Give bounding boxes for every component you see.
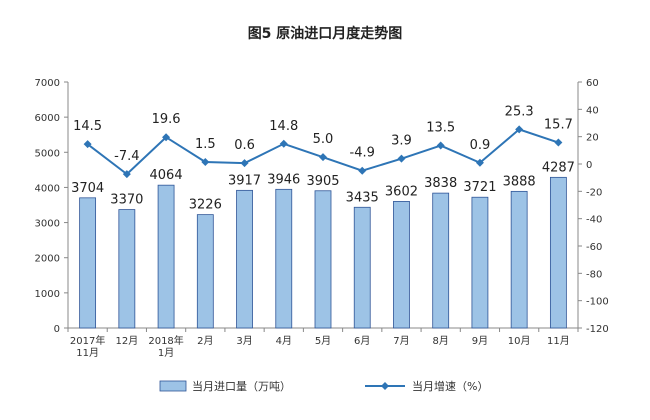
- bar-data-label: 3226: [189, 198, 222, 213]
- left-tick-label: 4000: [35, 183, 60, 194]
- bar-data-label: 3888: [503, 174, 536, 189]
- bar: [79, 197, 97, 329]
- bar: [314, 190, 332, 329]
- x-tick-label: 8月: [433, 335, 449, 347]
- bar: [549, 176, 567, 329]
- legend-bar-label: 当月进口量（万吨）: [192, 379, 291, 393]
- growth-point: [319, 153, 327, 162]
- left-tick-label: 0: [54, 324, 60, 335]
- growth-data-label: 25.3: [505, 104, 534, 119]
- growth-point: [201, 157, 210, 166]
- bar: [510, 190, 528, 329]
- bar-data-label: 3704: [71, 181, 104, 196]
- left-tick-label: 6000: [35, 113, 60, 124]
- bar: [118, 209, 136, 329]
- growth-data-label: 1.5: [195, 137, 216, 152]
- legend-line-marker: [381, 382, 389, 390]
- x-tick-label: 10月: [508, 335, 531, 347]
- growth-point: [397, 154, 406, 163]
- growth-point: [358, 166, 367, 175]
- right-tick-label: 0: [586, 160, 592, 171]
- growth-point: [240, 159, 249, 168]
- growth-point: [515, 125, 524, 134]
- chart-title: 图5 原油进口月度走势图: [248, 25, 403, 42]
- legend: 当月进口量（万吨） 当月增速（%）: [159, 379, 488, 393]
- growth-point: [475, 158, 484, 167]
- bar-data-label: 3370: [110, 193, 143, 208]
- growth-data-label: 19.6: [152, 112, 181, 127]
- left-tick-label: 7000: [35, 78, 60, 89]
- x-tick-label: 2月: [197, 335, 213, 347]
- bar-data-label: 3917: [228, 173, 261, 188]
- left-tick-label: 2000: [35, 254, 60, 265]
- growth-data-label: 15.7: [544, 118, 573, 133]
- left-tick-label: 1000: [35, 289, 60, 300]
- x-tick-label: 5月: [315, 335, 331, 347]
- right-tick-label: -60: [586, 242, 602, 253]
- growth-data-label: 0.6: [234, 138, 255, 153]
- right-tick-label: -120: [586, 324, 609, 335]
- right-tick-label: 40: [586, 105, 599, 116]
- x-tick-label: 3月: [236, 335, 252, 347]
- bar-data-label: 3946: [267, 172, 300, 187]
- bar-data-label: 4287: [542, 160, 575, 175]
- bar: [471, 196, 489, 329]
- growth-data-label: 14.5: [73, 119, 102, 134]
- right-tick-label: -20: [586, 187, 602, 198]
- growth-data-label: 3.9: [391, 134, 412, 149]
- right-tick-label: 20: [586, 133, 599, 144]
- right-tick-label: -100: [586, 297, 609, 308]
- x-tick-label: 11月: [547, 335, 570, 347]
- legend-bar-swatch: [159, 380, 187, 392]
- bar: [157, 184, 175, 329]
- growth-point: [162, 133, 171, 142]
- growth-point: [554, 138, 563, 147]
- left-tick-label: 3000: [35, 219, 60, 230]
- x-tick-label: 4月: [276, 335, 292, 347]
- bar-data-label: 3905: [306, 174, 339, 189]
- growth-point: [122, 170, 131, 179]
- bar-data-label: 3838: [424, 176, 457, 191]
- growth-data-label: -7.4: [114, 149, 139, 164]
- bar: [353, 206, 371, 329]
- bar: [196, 214, 214, 329]
- x-tick-label: 2017年 11月: [70, 334, 105, 359]
- bar: [236, 189, 253, 329]
- bar-data-label: 3602: [385, 184, 418, 199]
- right-tick-label: 60: [586, 78, 599, 89]
- growth-data-label: -4.9: [350, 146, 375, 161]
- x-tick-label: 2018年 1月: [148, 334, 183, 359]
- x-tick-label: 9月: [472, 335, 488, 347]
- growth-point: [436, 141, 445, 150]
- growth-data-label: 0.9: [470, 138, 491, 153]
- legend-line-label: 当月增速（%）: [412, 379, 488, 393]
- growth-point: [83, 140, 92, 149]
- x-tick-label: 7月: [393, 335, 409, 347]
- right-tick-label: -80: [586, 269, 602, 280]
- x-tick-label: 12月: [115, 335, 138, 347]
- bar: [432, 192, 450, 329]
- growth-data-label: 14.8: [269, 119, 298, 134]
- growth-data-label: 5.0: [313, 132, 334, 147]
- x-tick-label: 6月: [354, 335, 370, 347]
- left-tick-label: 5000: [35, 148, 60, 159]
- growth-point: [279, 139, 288, 148]
- plot-area: 0 1000 2000 3000 4000 5000 6000 7000 -120 -100 -80…: [35, 78, 609, 359]
- right-tick-label: -40: [586, 215, 602, 226]
- bar-data-label: 3721: [463, 180, 496, 195]
- bar: [275, 188, 293, 329]
- bar: [393, 201, 410, 329]
- bar-data-label: 4064: [150, 168, 183, 183]
- bar-data-label: 3435: [346, 190, 379, 205]
- growth-data-label: 13.5: [426, 121, 455, 136]
